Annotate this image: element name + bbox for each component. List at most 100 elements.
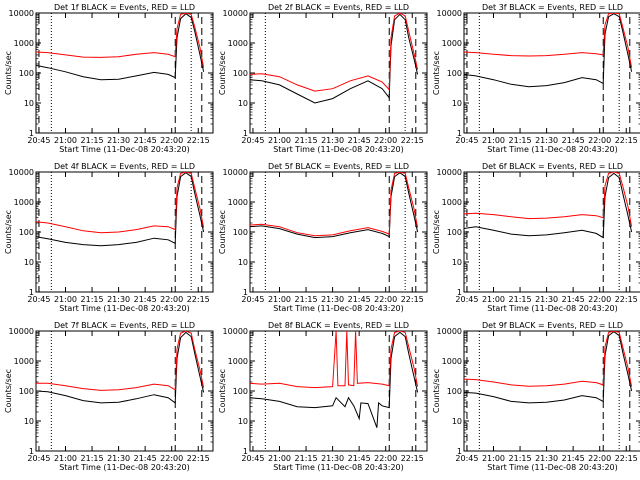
plot-frame: [463, 330, 640, 452]
x-tick-label: 20:45: [455, 136, 478, 145]
x-axis-label: Start Time (11-Dec-08 20:43:20): [487, 463, 618, 472]
y-axis-label: Counts/sec: [4, 51, 13, 95]
y-tick-label: 100: [19, 387, 34, 396]
x-tick-label: 20:45: [27, 295, 50, 304]
x-tick-label: 21:30: [321, 136, 344, 145]
y-axis-label: Counts/sec: [218, 210, 227, 254]
y-tick-label: 1000: [442, 39, 462, 48]
series-line-lld: [250, 13, 419, 92]
series-line-events: [464, 13, 633, 88]
x-tick-label: 21:15: [295, 454, 318, 463]
x-axis-label: Start Time (11-Dec-08 20:43:20): [273, 145, 404, 154]
chart-title: Det 6f BLACK = Events, RED = LLD: [482, 162, 623, 171]
series-line-lld: [36, 13, 205, 68]
x-tick-label: 21:30: [107, 295, 130, 304]
chart-panel: Det 5f BLACK = Events, RED = LLD 1 10 100 10…: [218, 162, 428, 313]
y-tick-label: 10: [24, 417, 34, 426]
series-line-events: [36, 172, 205, 247]
y-tick-label: 10: [238, 99, 248, 108]
series-line-lld: [36, 331, 205, 391]
x-tick-label: 21:00: [54, 136, 77, 145]
x-tick-label: 21:15: [81, 136, 104, 145]
x-tick-label: 21:45: [562, 136, 585, 145]
chart-panel: Det 6f BLACK = Events, RED = LLD 1 10 100 10…: [432, 162, 640, 313]
x-tick-label: 21:00: [482, 136, 505, 145]
x-axis-label: Start Time (11-Dec-08 20:43:20): [59, 145, 190, 154]
y-axis-label: Counts/sec: [4, 369, 13, 413]
series-line-lld: [250, 331, 419, 389]
y-tick-label: 1: [29, 447, 34, 456]
chart-panel: Det 2f BLACK = Events, RED = LLD 1 10 100 10…: [218, 3, 428, 154]
x-tick-label: 22:00: [374, 136, 397, 145]
x-tick-label: 21:15: [81, 454, 104, 463]
x-tick-label: 21:30: [535, 454, 558, 463]
x-tick-label: 21:45: [562, 454, 585, 463]
y-tick-label: 1: [243, 447, 248, 456]
y-tick-label: 1000: [228, 357, 248, 366]
y-axis-label: Counts/sec: [432, 369, 441, 413]
y-tick-label: 10: [452, 99, 462, 108]
chart-panel: Det 1f BLACK = Events, RED = LLD 1 10 100 10…: [4, 3, 214, 154]
x-tick-label: 22:00: [374, 454, 397, 463]
y-tick-label: 100: [447, 387, 462, 396]
plot-frame: [35, 12, 214, 134]
x-tick-label: 21:15: [509, 454, 532, 463]
x-tick-label: 21:00: [268, 136, 291, 145]
y-tick-label: 1000: [442, 198, 462, 207]
x-axis-label: Start Time (11-Dec-08 20:43:20): [487, 145, 618, 154]
x-tick-label: 21:00: [268, 295, 291, 304]
plot-frame: [463, 12, 640, 134]
x-tick-label: 21:15: [509, 136, 532, 145]
y-tick-label: 1000: [228, 39, 248, 48]
x-tick-label: 22:15: [401, 454, 424, 463]
y-axis-label: Counts/sec: [4, 210, 13, 254]
x-tick-label: 20:45: [241, 136, 264, 145]
x-tick-label: 21:45: [348, 454, 371, 463]
y-axis-label: Counts/sec: [218, 51, 227, 95]
y-tick-label: 10000: [9, 327, 34, 336]
x-tick-label: 21:45: [134, 454, 157, 463]
chart-title: Det 1f BLACK = Events, RED = LLD: [54, 3, 195, 12]
y-tick-label: 1000: [14, 198, 34, 207]
y-tick-label: 1000: [14, 357, 34, 366]
plot-frame: [35, 171, 214, 293]
x-tick-label: 20:45: [455, 454, 478, 463]
y-axis-label: Counts/sec: [432, 51, 441, 95]
x-tick-label: 21:45: [134, 136, 157, 145]
x-tick-label: 21:00: [268, 454, 291, 463]
series-line-events: [464, 331, 633, 404]
chart-title: Det 5f BLACK = Events, RED = LLD: [268, 162, 409, 171]
x-tick-label: 21:15: [295, 136, 318, 145]
y-tick-label: 10: [24, 258, 34, 267]
series-line-lld: [36, 172, 205, 234]
x-tick-label: 22:15: [615, 295, 638, 304]
x-tick-label: 21:45: [348, 136, 371, 145]
y-tick-label: 1: [29, 129, 34, 138]
x-tick-label: 22:00: [588, 295, 611, 304]
y-tick-label: 1: [243, 288, 248, 297]
chart-title: Det 2f BLACK = Events, RED = LLD: [268, 3, 409, 12]
series-line-events: [250, 172, 419, 239]
chart-panel: Det 3f BLACK = Events, RED = LLD 1 10 100 10…: [432, 3, 640, 154]
y-tick-label: 100: [19, 228, 34, 237]
y-tick-label: 1: [457, 447, 462, 456]
chart-panel: Det 8f BLACK = Events, RED = LLD 1 10 100 10…: [218, 321, 428, 472]
plot-frame: [249, 330, 428, 452]
x-tick-label: 21:45: [562, 295, 585, 304]
y-tick-label: 10000: [437, 9, 462, 18]
y-tick-label: 1000: [442, 357, 462, 366]
x-tick-label: 22:00: [374, 295, 397, 304]
plot-frame: [35, 330, 214, 452]
x-tick-label: 22:15: [615, 454, 638, 463]
chart-panel: Det 7f BLACK = Events, RED = LLD 1 10 100 10…: [4, 321, 214, 472]
x-tick-label: 22:00: [160, 454, 183, 463]
x-tick-label: 20:45: [27, 454, 50, 463]
x-tick-label: 22:15: [401, 295, 424, 304]
chart-title: Det 7f BLACK = Events, RED = LLD: [54, 321, 195, 330]
chart-panel: Det 9f BLACK = Events, RED = LLD 1 10 100 10…: [432, 321, 640, 472]
x-axis-label: Start Time (11-Dec-08 20:43:20): [59, 304, 190, 313]
x-tick-label: 22:15: [187, 295, 210, 304]
x-tick-label: 20:45: [241, 295, 264, 304]
x-tick-label: 20:45: [455, 295, 478, 304]
chart-title: Det 9f BLACK = Events, RED = LLD: [482, 321, 623, 330]
